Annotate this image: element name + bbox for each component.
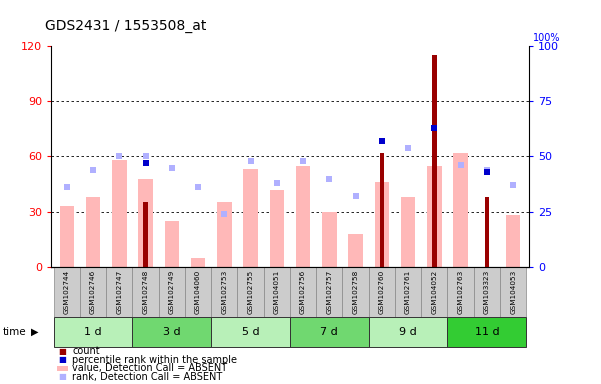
Text: rank, Detection Call = ABSENT: rank, Detection Call = ABSENT <box>72 372 222 382</box>
Text: percentile rank within the sample: percentile rank within the sample <box>72 355 237 365</box>
Bar <box>165 221 179 267</box>
Text: GSM102746: GSM102746 <box>90 270 96 314</box>
Text: GSM102758: GSM102758 <box>353 270 359 314</box>
Text: ■: ■ <box>58 347 67 356</box>
Text: 5 d: 5 d <box>242 327 260 337</box>
Text: ▶: ▶ <box>31 327 38 337</box>
Bar <box>349 234 363 267</box>
Bar <box>395 267 421 317</box>
Bar <box>106 267 132 317</box>
Text: GDS2431 / 1553508_at: GDS2431 / 1553508_at <box>45 19 207 33</box>
Bar <box>343 267 369 317</box>
Text: GSM103323: GSM103323 <box>484 270 490 314</box>
Bar <box>506 215 520 267</box>
Bar <box>237 267 264 317</box>
Bar <box>270 190 284 267</box>
Text: GSM102757: GSM102757 <box>326 270 332 314</box>
Bar <box>379 153 384 267</box>
Text: time: time <box>3 327 26 337</box>
Bar <box>290 267 316 317</box>
Text: GSM102760: GSM102760 <box>379 270 385 314</box>
Bar <box>143 202 148 267</box>
Bar <box>217 202 231 267</box>
Bar <box>53 318 132 347</box>
Text: ■: ■ <box>58 355 67 364</box>
Bar <box>211 318 290 347</box>
Bar <box>322 212 337 267</box>
Bar <box>316 267 343 317</box>
Text: 100%: 100% <box>533 33 561 43</box>
Bar <box>448 318 526 347</box>
Bar <box>191 258 206 267</box>
Bar <box>500 267 526 317</box>
Bar <box>369 318 448 347</box>
Bar <box>243 169 258 267</box>
Bar <box>80 267 106 317</box>
Bar <box>86 197 100 267</box>
Bar <box>138 179 153 267</box>
Text: GSM104053: GSM104053 <box>510 270 516 314</box>
Text: GSM102749: GSM102749 <box>169 270 175 314</box>
Bar <box>185 267 211 317</box>
Bar <box>421 267 448 317</box>
Bar <box>290 318 369 347</box>
Bar <box>432 55 437 267</box>
Bar <box>369 267 395 317</box>
Bar <box>53 267 80 317</box>
Bar <box>448 267 474 317</box>
Text: GSM104060: GSM104060 <box>195 270 201 314</box>
Text: 9 d: 9 d <box>399 327 417 337</box>
Bar <box>453 153 468 267</box>
Bar <box>401 197 415 267</box>
Bar <box>159 267 185 317</box>
Text: GSM102747: GSM102747 <box>117 270 123 314</box>
Text: GSM102753: GSM102753 <box>221 270 227 314</box>
Text: 1 d: 1 d <box>84 327 102 337</box>
Bar <box>427 166 442 267</box>
Text: GSM102763: GSM102763 <box>457 270 463 314</box>
Text: count: count <box>72 346 100 356</box>
Text: GSM102748: GSM102748 <box>142 270 148 314</box>
Text: 7 d: 7 d <box>320 327 338 337</box>
Bar <box>296 166 310 267</box>
Bar <box>132 318 211 347</box>
Text: 11 d: 11 d <box>475 327 499 337</box>
Bar <box>374 182 389 267</box>
Bar <box>132 267 159 317</box>
Bar <box>59 206 74 267</box>
Bar <box>264 267 290 317</box>
Bar <box>484 197 489 267</box>
Text: GSM102761: GSM102761 <box>405 270 411 314</box>
Text: GSM102744: GSM102744 <box>64 270 70 314</box>
Bar <box>474 267 500 317</box>
Text: 3 d: 3 d <box>163 327 181 337</box>
Text: ■: ■ <box>58 372 67 381</box>
Text: value, Detection Call = ABSENT: value, Detection Call = ABSENT <box>72 363 227 373</box>
Text: GSM104052: GSM104052 <box>432 270 438 314</box>
Bar <box>211 267 237 317</box>
Bar <box>112 160 127 267</box>
Text: GSM104051: GSM104051 <box>274 270 280 314</box>
Text: GSM102756: GSM102756 <box>300 270 306 314</box>
Text: GSM102755: GSM102755 <box>248 270 254 314</box>
